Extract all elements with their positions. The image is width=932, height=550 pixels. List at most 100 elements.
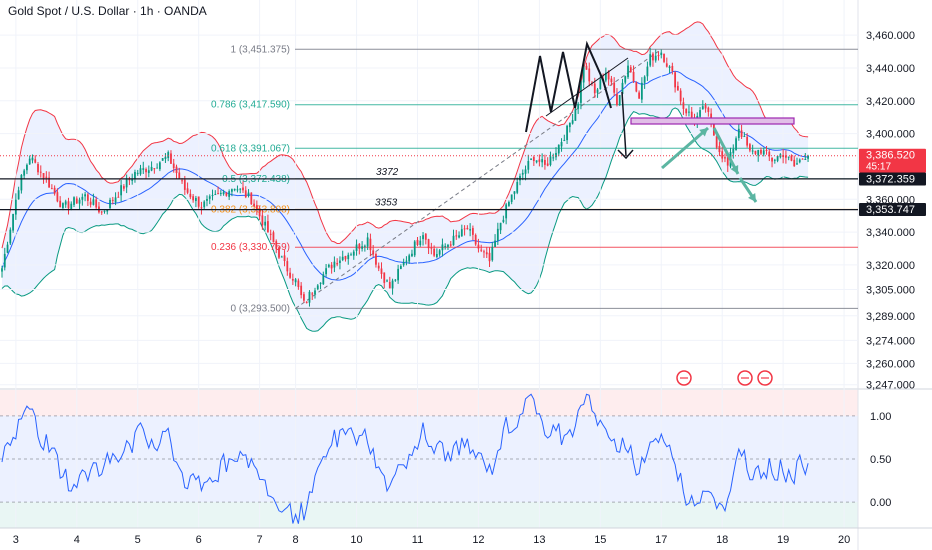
- candle-body: [86, 194, 89, 201]
- candle-body: [491, 246, 494, 261]
- candle-body: [787, 156, 790, 158]
- date-tick-label: 17: [655, 534, 667, 546]
- candle-body: [793, 159, 796, 167]
- candle-body: [48, 177, 50, 188]
- candle-body: [253, 203, 255, 207]
- candle-body: [322, 274, 325, 285]
- candle-body: [582, 67, 585, 83]
- price-tick-label: 3,420.000: [866, 96, 915, 108]
- fib-level-label: 0.618 (3,391.067): [211, 143, 290, 154]
- candle-body: [172, 163, 175, 169]
- candle-body: [397, 268, 400, 281]
- candle-body: [128, 179, 131, 181]
- candle-body: [327, 264, 330, 267]
- price-tag-bg: [859, 172, 926, 186]
- candle-body: [530, 158, 532, 160]
- candle-body: [544, 159, 546, 165]
- candle-body: [519, 175, 521, 181]
- candle-body: [555, 152, 557, 158]
- candle-body: [438, 250, 441, 255]
- candle-body: [685, 108, 688, 114]
- candle-body: [458, 235, 460, 238]
- bollinger-upper: [1, 21, 809, 249]
- candle-body: [114, 197, 117, 203]
- candle-body: [341, 256, 344, 260]
- candle-body: [189, 193, 192, 198]
- candle-body: [175, 166, 178, 174]
- candle-body: [452, 235, 455, 246]
- candle-body: [20, 175, 23, 191]
- candle-body: [255, 205, 258, 210]
- price-tick-label: 3,305.000: [866, 285, 915, 297]
- candle-body: [294, 279, 297, 283]
- candle-body: [740, 130, 743, 137]
- rsi-oversold-zone: [0, 502, 858, 528]
- candle-body: [607, 71, 610, 80]
- drop-arrow-head: [617, 149, 634, 160]
- price-tag-bg: [859, 203, 926, 217]
- candle-body: [316, 285, 319, 290]
- candle-body: [147, 170, 150, 174]
- candle-body: [56, 192, 59, 202]
- candle-body: [776, 156, 779, 161]
- candle-body: [330, 264, 333, 269]
- candle-body: [153, 168, 156, 170]
- candle-body: [62, 203, 64, 209]
- rsi-tick-label: 1.00: [870, 411, 891, 423]
- bollinger-lower: [1, 107, 809, 332]
- candle-body: [350, 254, 352, 256]
- candle-body: [640, 82, 643, 100]
- candle-body: [283, 255, 286, 262]
- date-tick-label: 10: [350, 534, 362, 546]
- rsi-tick-label: 0.50: [870, 454, 891, 466]
- candle-body: [560, 141, 563, 147]
- candle-body: [469, 229, 472, 231]
- candle-body: [646, 66, 649, 77]
- candle-body: [768, 151, 771, 157]
- candle-body: [627, 65, 629, 78]
- candle-body: [807, 155, 809, 159]
- candle-body: [3, 253, 6, 268]
- candle-body: [785, 155, 787, 158]
- candle-body: [430, 247, 433, 249]
- candle-body: [494, 240, 496, 247]
- candle-body: [394, 279, 397, 281]
- candle-body: [754, 150, 757, 154]
- candle-body: [668, 66, 671, 68]
- candle-body: [599, 79, 602, 89]
- candle-body: [45, 176, 48, 178]
- candle-body: [521, 172, 524, 175]
- candle-body: [527, 161, 530, 170]
- candle-body: [801, 158, 804, 160]
- candle-body: [314, 290, 316, 295]
- candle-body: [643, 76, 646, 83]
- candle-body: [624, 76, 627, 83]
- candle-body: [463, 228, 466, 230]
- candle-body: [361, 246, 363, 249]
- candle-body: [657, 55, 660, 57]
- candle-body: [604, 72, 607, 81]
- candle-body: [796, 163, 798, 165]
- candle-body: [167, 152, 170, 159]
- candle-body: [34, 159, 37, 163]
- candle-body: [466, 227, 469, 230]
- projection-arrow-down-2-head: [748, 193, 756, 202]
- candle-body: [455, 235, 458, 237]
- candle-body: [790, 155, 793, 161]
- candle-body: [366, 237, 369, 247]
- candle-body: [629, 67, 632, 72]
- candle-body: [596, 89, 599, 93]
- candle-body: [39, 171, 42, 173]
- candle-body: [632, 71, 635, 82]
- candle-body: [718, 145, 721, 153]
- candle-body: [275, 241, 278, 249]
- candle-body: [195, 197, 197, 202]
- candle-body: [111, 199, 114, 201]
- price-tag-label: 3,372.359: [866, 173, 915, 185]
- candle-body: [131, 178, 134, 181]
- candle-body: [715, 136, 718, 148]
- candle-body: [89, 201, 92, 205]
- candle-body: [200, 207, 203, 209]
- price-tick-label: 3,460.000: [866, 30, 915, 42]
